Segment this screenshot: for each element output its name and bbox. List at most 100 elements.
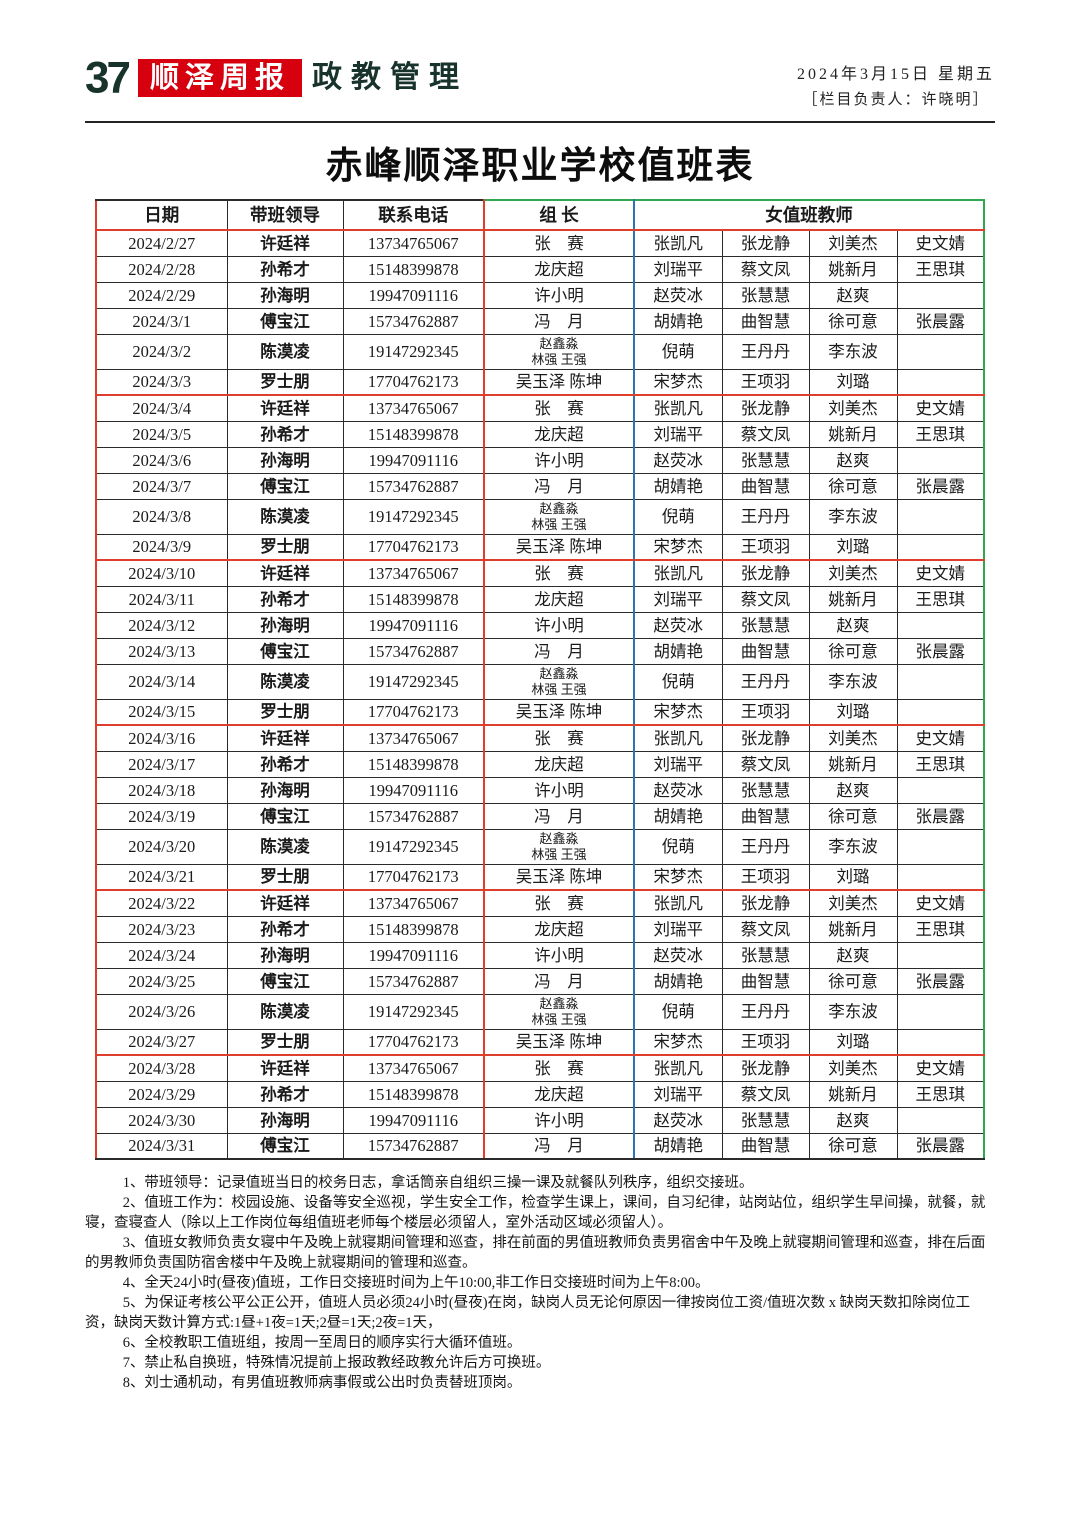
teacher-cell: 张晨露 (896, 1132, 985, 1160)
teacher-cell: 宋梦杰 (633, 863, 723, 891)
phone-cell: 15148399878 (342, 1080, 485, 1108)
teacher-cell: 王思琪 (896, 255, 985, 283)
masthead-divider (85, 121, 995, 123)
teacher-cell: 赵荧冰 (633, 446, 723, 474)
date-cell: 2024/3/29 (95, 1080, 228, 1108)
table-row: 2024/3/12 孙海明 19947091116 许小明 赵荧冰 张慧慧 赵爽 (95, 611, 985, 639)
leader-cell: 傅宝江 (226, 802, 344, 830)
leader-cell: 许廷祥 (226, 394, 344, 422)
table-row: 2024/3/19 傅宝江 15734762887 冯 月胡婧艳 曲智慧 徐可意 张晨露 (95, 802, 985, 830)
captain-cell: 吴玉泽 陈坤 (483, 1028, 635, 1056)
phone-cell: 13734765067 (342, 724, 485, 752)
date-cell: 2024/3/17 (95, 750, 228, 778)
teacher-cell: 张龙静 (721, 394, 810, 422)
phone-cell: 15148399878 (342, 255, 485, 283)
teacher-cell: 赵荧冰 (633, 611, 723, 639)
captain-cell: 龙庆超 (483, 420, 635, 448)
captain-cell: 许小明 (483, 776, 635, 804)
phone-cell: 15734762887 (342, 802, 485, 830)
phone-cell: 13734765067 (342, 559, 485, 587)
leader-cell: 孙海明 (226, 446, 344, 474)
teacher-cell: 张凯凡 (633, 724, 723, 752)
teacher-cell: 张晨露 (896, 307, 985, 335)
captain-cell: 许小明 (483, 611, 635, 639)
captain-cell: 张 赛 (483, 1054, 635, 1082)
teacher-cell: 王项羽 (721, 1028, 810, 1056)
teacher-cell: 徐可意 (808, 1132, 898, 1160)
teacher-cell: 史文婧 (896, 559, 985, 587)
teacher-cell: 王丹丹 (721, 828, 810, 865)
captain-cell: 许小明 (483, 446, 635, 474)
date-cell: 2024/3/21 (95, 863, 228, 891)
leader-cell: 孙希才 (226, 1080, 344, 1108)
phone-cell: 15734762887 (342, 472, 485, 500)
table-row: 2024/2/28 孙希才 15148399878 龙庆超 刘瑞平 蔡文凤 姚新月 王思琪 (95, 255, 985, 283)
teacher-cell: 宋梦杰 (633, 368, 723, 396)
teacher-cell: 张龙静 (721, 724, 810, 752)
phone-cell: 17704762173 (342, 368, 485, 396)
teacher-cell: 刘瑞平 (633, 420, 723, 448)
leader-cell: 傅宝江 (226, 1132, 344, 1160)
teacher-cell: 姚新月 (808, 255, 898, 283)
teacher-cell: 张龙静 (721, 559, 810, 587)
column-header-phone: 联系电话 (342, 199, 485, 231)
date-cell: 2024/3/5 (95, 420, 228, 448)
teacher-cell: 张慧慧 (721, 776, 810, 804)
note-item: 4、全天24小时(昼夜)值班，工作日交接班时间为上午10:00,非工作日交接班时… (122, 1275, 710, 1291)
teacher-cell (896, 611, 985, 639)
teacher-cell: 刘瑞平 (633, 750, 723, 778)
leader-cell: 孙海明 (226, 776, 344, 804)
date-cell: 2024/3/23 (95, 915, 228, 943)
leader-cell: 许廷祥 (226, 229, 344, 257)
teacher-cell: 赵荧冰 (633, 776, 723, 804)
teacher-cell: 张慧慧 (721, 611, 810, 639)
phone-cell: 17704762173 (342, 863, 485, 891)
leader-cell: 许廷祥 (226, 724, 344, 752)
captain-cell: 冯 月 (483, 802, 635, 830)
teacher-cell: 姚新月 (808, 420, 898, 448)
teacher-cell: 刘璐 (808, 533, 898, 561)
teacher-cell: 张慧慧 (721, 941, 810, 969)
note-item: 6、全校教职工值班组，按周一至周日的顺序实行大循环值班。 (122, 1335, 522, 1351)
phone-cell: 19947091116 (342, 281, 485, 309)
note-item: 3、值班女教师负责女寝中午及晚上就寝期间管理和巡查，排在前面的男值班教师负责男宿… (85, 1235, 986, 1271)
phone-cell: 19147292345 (342, 333, 485, 370)
teacher-cell: 张凯凡 (633, 229, 723, 257)
captain-cell: 张 赛 (483, 559, 635, 587)
captain-cell: 许小明 (483, 1106, 635, 1134)
teacher-cell: 史文婧 (896, 229, 985, 257)
page-number: 37 (85, 52, 131, 103)
teacher-cell: 张晨露 (896, 967, 985, 995)
captain-cell: 赵鑫淼 林强 王强 (483, 333, 635, 370)
teacher-cell: 刘瑞平 (633, 1080, 723, 1108)
captain-line: 赵鑫淼 (539, 335, 579, 351)
teacher-cell: 史文婧 (896, 889, 985, 917)
teacher-cell (896, 281, 985, 309)
teacher-cell: 张凯凡 (633, 559, 723, 587)
leader-cell: 孙海明 (226, 1106, 344, 1134)
leader-cell: 孙海明 (226, 281, 344, 309)
captain-cell: 许小明 (483, 281, 635, 309)
phone-cell: 19147292345 (342, 663, 485, 700)
teacher-cell: 赵荧冰 (633, 1106, 723, 1134)
leader-cell: 傅宝江 (226, 967, 344, 995)
header-row: 日期 带班领导 联系电话 组 长 女值班教师 (95, 199, 985, 231)
phone-cell: 19947091116 (342, 446, 485, 474)
teacher-cell: 王思琪 (896, 1080, 985, 1108)
masthead: 37 顺泽周报 政教管理 2024年3月15日 星期五 ［栏目负责人：许晓明］ (85, 52, 995, 109)
captain-cell: 赵鑫淼 林强 王强 (483, 828, 635, 865)
date-cell: 2024/3/3 (95, 368, 228, 396)
table-row: 2024/3/10 许廷祥 13734765067 张 赛张凯凡 张龙静 刘美杰 史文婧 (95, 559, 985, 587)
teacher-cell: 曲智慧 (721, 802, 810, 830)
teacher-cell (896, 863, 985, 891)
newspaper-logo: 顺泽周报 (137, 59, 302, 97)
captain-cell: 龙庆超 (483, 1080, 635, 1108)
table-row: 2024/3/14 陈漠凌 19147292345 赵鑫淼 林强 王强 倪萌 王丹丹 李东波 (95, 663, 985, 700)
teacher-cell: 胡婧艳 (633, 802, 723, 830)
phone-cell: 13734765067 (342, 229, 485, 257)
teacher-cell: 徐可意 (808, 802, 898, 830)
table-row: 2024/3/15 罗士朋 17704762173 吴玉泽 陈坤 宋梦杰 王项羽 刘璐 (95, 698, 985, 726)
teacher-cell: 刘瑞平 (633, 915, 723, 943)
captain-cell: 吴玉泽 陈坤 (483, 533, 635, 561)
table-row: 2024/3/21 罗士朋 17704762173 吴玉泽 陈坤 宋梦杰 王项羽 刘璐 (95, 863, 985, 891)
